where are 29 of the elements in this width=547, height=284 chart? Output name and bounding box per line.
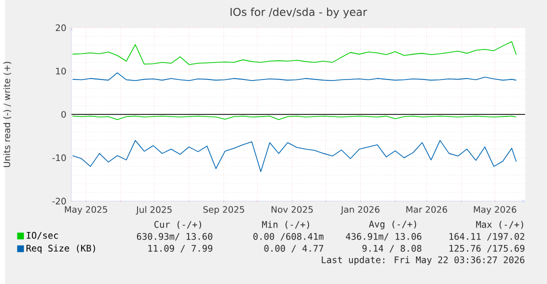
chart-title: IOs for /dev/sda - by year: [230, 7, 368, 18]
x-tick-label: Sep 2025: [203, 206, 244, 214]
text: 0.00 /608.41m: [253, 232, 324, 240]
text: 11.09 / 7.99: [148, 244, 212, 252]
text: Max (-/+): [476, 220, 524, 229]
y-tick-label: 20: [56, 24, 66, 31]
y-tick-label: -20: [52, 198, 66, 204]
y-axis-title: Units read (-) / write (+): [3, 62, 12, 167]
x-tick-label: Jan 2026: [340, 206, 380, 214]
text: 436.91m/ 13.06: [346, 232, 422, 240]
text: Last update: Fri May 22 03:36:27 2026: [322, 256, 524, 265]
text: 630.93m/ 13.60: [136, 232, 212, 240]
text: 9.14 / 8.08: [362, 244, 422, 252]
x-tick-label: Mar 2026: [406, 206, 448, 213]
x-tick-label: May 2026: [474, 206, 516, 214]
legend-label: Req Size (KB): [26, 244, 96, 254]
y-tick-label: -10: [52, 154, 66, 161]
text: 164.11 /197.02: [450, 232, 524, 240]
text: 125.76 /175.69: [450, 244, 524, 252]
text: Avg (-/+): [368, 220, 416, 230]
y-tick-label: 0: [61, 110, 66, 118]
text: Cur (-/+): [154, 220, 202, 229]
x-tick-label: Jul 2025: [136, 206, 172, 214]
x-tick-label: May 2025: [64, 206, 108, 214]
text: 0.00 / 4.77: [264, 244, 324, 252]
legend-label: IO/sec: [26, 232, 58, 240]
text: Min (-/+): [262, 220, 310, 229]
y-tick-label: 10: [56, 68, 66, 74]
x-tick-label: Nov 2025: [272, 206, 313, 213]
